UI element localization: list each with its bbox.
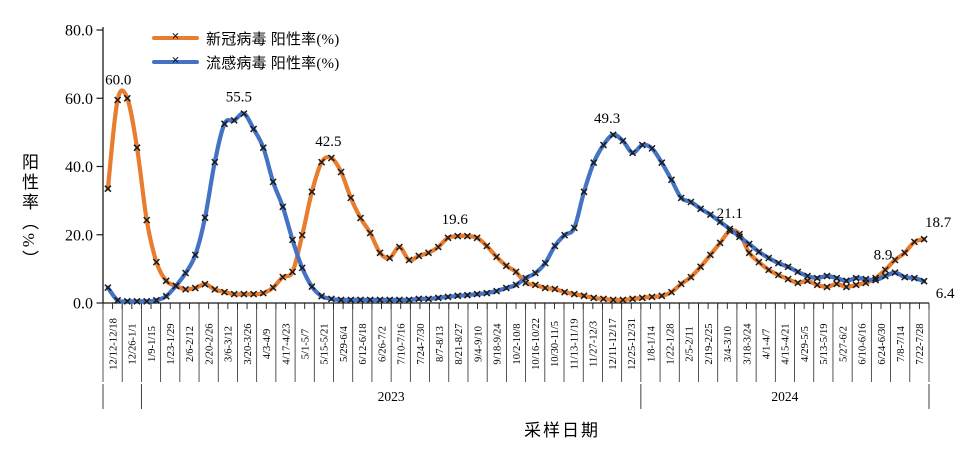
x-tick-label: 10/2-10/8 [512,323,523,364]
y-tick-label: 20.0 [65,227,93,244]
x-tick-label: 4/15-4/21 [781,323,792,364]
x-tick-label: 1/22-1/28 [665,323,676,364]
covid-data-markers [104,94,928,304]
data-label: 18.7 [925,215,952,231]
y-tick-label: 80.0 [65,23,93,40]
x-tick-label: 12/11-12/17 [608,318,619,369]
x-tick-label: 5/13-5/19 [819,323,830,364]
x-tick-label: 1/9-1/15 [147,326,158,362]
x-tick-label: 4/29-5/5 [800,326,811,362]
x-tick-label: 7/24-7/30 [416,323,427,364]
data-label: 6.4 [936,286,955,302]
y-tick-label: 60.0 [65,91,93,108]
x-tick-label: 10/16-10/22 [531,318,542,370]
x-tick-label: 2/6-2/12 [185,326,196,362]
x-tick-label: 2/20-2/26 [204,323,215,364]
y-axis-title: 阳性率（%） [19,153,38,271]
x-tick-label: 3/6-3/12 [224,326,235,362]
x-tick-label: 8/7-8/13 [435,326,446,362]
x-tick-label: 6/24-6/30 [877,323,888,364]
x-tick-label: 6/26-7/2 [377,326,388,362]
x-tick-label: 2/5-2/11 [685,326,696,362]
data-label: 19.6 [442,212,469,228]
x-tick-label: 1/8-1/14 [646,325,657,362]
x-tick-label: 3/4-3/10 [723,326,734,362]
data-label: 60.0 [105,72,131,88]
x-tick-label: 5/15-5/21 [320,323,331,364]
legend-item-flu: ✕ 流感病毒 阳性率(%) [152,53,340,72]
x-tick-label: 2/19-2/25 [704,323,715,364]
legend-label-covid: 新冠病毒 阳性率(%) [206,31,340,48]
data-label: 21.1 [717,206,743,222]
x-tick-label: 11/13-11/19 [569,318,580,369]
x-tick-label: 10/30-11/5 [550,321,561,367]
data-label: 55.5 [226,90,252,106]
x-tick-label: 5/27-6/2 [838,326,849,362]
x-marker-icon: ✕ [171,31,180,43]
year-label: 2023 [378,389,405,404]
x-tick-label: 5/29-6/4 [339,325,350,362]
x-tick-label: 4/1-4/7 [762,329,773,360]
x-tick-label: 7/10-7/16 [397,323,408,364]
x-tick-label: 7/22-7/28 [915,323,926,364]
flu-data-markers [104,110,928,305]
x-tick-label: 1/23-1/29 [166,323,177,364]
x-tick-label: 9/18-9/24 [493,323,504,365]
x-tick-label: 6/10-6/16 [858,323,869,364]
y-tick-label: 40.0 [65,159,93,176]
x-tick-label: 4/17-4/23 [281,323,292,364]
year-label: 2024 [771,389,798,404]
x-tick-label: 6/12-6/18 [358,323,369,364]
legend-item-covid: ✕ 新冠病毒 阳性率(%) [152,29,340,48]
x-tick-label: 7/8-7/14 [896,325,907,362]
y-tick-label: 0.0 [73,296,93,313]
x-tick-label: 5/1-5/7 [300,329,311,360]
x-tick-label: 12/25-12/31 [627,318,638,370]
legend: ✕ 新冠病毒 阳性率(%) ✕ 流感病毒 阳性率(%) [152,29,340,72]
data-label: 49.3 [594,111,620,127]
covid-line-swatch: ✕ [152,31,199,43]
data-label: 8.9 [874,248,893,264]
x-tick-label: 12/26-1/1 [128,323,139,364]
x-marker-icon: ✕ [171,55,180,67]
x-axis-title: 采样日期 [524,421,600,440]
x-tick-label: 3/20-3/26 [243,323,254,364]
x-tick-label: 8/21-8/27 [454,323,465,364]
x-tick-label: 4/3-4/9 [262,329,273,360]
x-tick-label: 11/27-12/3 [589,321,600,367]
data-label: 42.5 [315,134,341,150]
x-tick-label: 3/18-3/24 [742,323,753,365]
x-tick-label: 12/12-12/18 [108,318,119,370]
x-tick-label: 9/4-9/10 [473,326,484,362]
flu-line-swatch: ✕ [152,55,199,67]
legend-label-flu: 流感病毒 阳性率(%) [206,55,340,72]
